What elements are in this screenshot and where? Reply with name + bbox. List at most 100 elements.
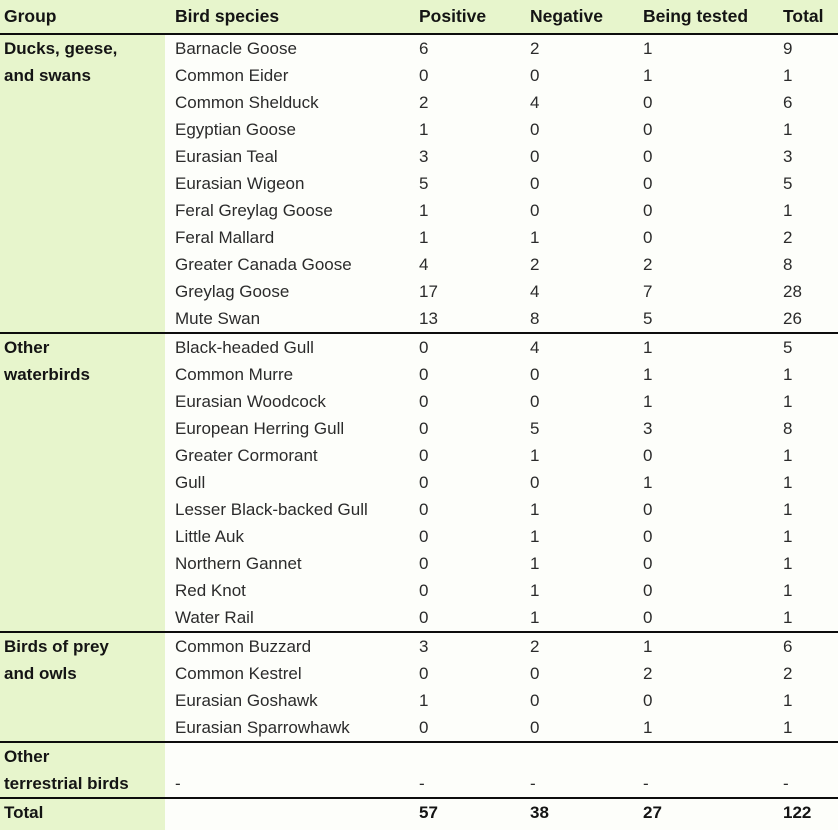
species-cell: Greater Cormorant <box>175 446 318 465</box>
total-cell: 1 <box>783 365 793 384</box>
column-header-negative: Negative <box>530 0 643 35</box>
being-tested-cell: 0 <box>643 147 653 166</box>
species-cell: Little Auk <box>175 527 244 546</box>
table-row: Other waterbirds Black-headed Gull 0 4 1 5 <box>0 332 838 632</box>
being-tested-cell: 0 <box>643 500 653 519</box>
total-cell: 1 <box>783 554 793 573</box>
column-header-total: Total <box>783 0 838 35</box>
being-tested-cell: 0 <box>643 446 653 465</box>
species-cell: Eurasian Teal <box>175 147 278 166</box>
species-cell: Greylag Goose <box>175 282 290 301</box>
table-row: Feral Mallard 1 1 0 2 <box>0 224 838 251</box>
positive-cell: 0 <box>419 66 429 85</box>
table-row: Egyptian Goose 1 0 0 1 <box>0 116 838 143</box>
species-cell: Eurasian Wigeon <box>175 174 305 193</box>
table-row: Red Knot 0 1 0 1 <box>0 577 838 604</box>
species-cell: Gull <box>175 473 206 492</box>
total-cell: 8 <box>783 255 793 274</box>
being-tested-cell: 1 <box>643 718 653 737</box>
being-tested-cell: 1 <box>643 392 653 411</box>
species-cell: Feral Mallard <box>175 228 275 247</box>
being-tested-cell: 1 <box>643 365 653 384</box>
total-species-cell <box>165 797 419 830</box>
negative-cell: 0 <box>530 365 540 384</box>
positive-cell: 0 <box>419 419 429 438</box>
positive-cell: 6 <box>419 33 530 62</box>
total-cell: - <box>783 741 838 798</box>
being-tested-cell: 1 <box>643 631 783 660</box>
negative-cell: 1 <box>530 554 540 573</box>
species-cell: Eurasian Woodcock <box>175 392 326 411</box>
positive-cell: 0 <box>419 718 429 737</box>
species-cell: Greater Canada Goose <box>175 255 352 274</box>
positive-cell: 0 <box>419 664 429 683</box>
total-cell: 1 <box>783 201 793 220</box>
column-header-being-tested: Being tested <box>643 0 783 35</box>
being-tested-cell: 1 <box>643 66 653 85</box>
table-row: Feral Greylag Goose 1 0 0 1 <box>0 197 838 224</box>
negative-cell: 0 <box>530 120 540 139</box>
table-row: Eurasian Goshawk 1 0 0 1 <box>0 687 838 714</box>
table-row: Mute Swan 13 8 5 26 <box>0 305 838 333</box>
being-tested-cell: 0 <box>643 608 653 627</box>
table-row: Birds of prey and owls Common Buzzard 3 2 1 6 <box>0 631 838 742</box>
positive-cell: 17 <box>419 282 438 301</box>
table-row: Greylag Goose 17 4 7 28 <box>0 278 838 305</box>
total-cell: 6 <box>783 631 838 660</box>
positive-cell: 1 <box>419 228 429 247</box>
column-header-bird-species: Bird species <box>165 0 419 35</box>
being-tested-cell: 0 <box>643 201 653 220</box>
negative-cell: 1 <box>530 581 540 600</box>
table-row: Eurasian Wigeon 5 0 0 5 <box>0 170 838 197</box>
positive-cell: 0 <box>419 332 530 361</box>
total-cell: 1 <box>783 527 793 546</box>
species-cell: Common Shelduck <box>175 93 319 112</box>
species-cell: Black-headed Gull <box>165 332 419 361</box>
positive-cell: 0 <box>419 608 429 627</box>
species-cell: Water Rail <box>175 608 254 627</box>
table-row: Ducks, geese, and swans Barnacle Goose 6 2 1… <box>0 33 838 333</box>
total-cell: 1 <box>783 500 793 519</box>
species-cell: Common Eider <box>175 66 289 85</box>
positive-cell: 0 <box>419 392 429 411</box>
column-header-positive: Positive <box>419 0 530 35</box>
table-row: Northern Gannet 0 1 0 1 <box>0 550 838 577</box>
total-cell: 1 <box>783 608 793 627</box>
being-tested-cell: 0 <box>643 691 653 710</box>
negative-cell: - <box>530 741 643 798</box>
positive-cell: 0 <box>419 554 429 573</box>
negative-cell: 0 <box>530 691 540 710</box>
negative-cell: 5 <box>530 419 540 438</box>
species-cell: European Herring Gull <box>175 419 345 438</box>
negative-cell: 0 <box>530 66 540 85</box>
positive-cell: 0 <box>419 500 429 519</box>
negative-cell: 2 <box>530 255 540 274</box>
being-tested-cell: 1 <box>643 473 653 492</box>
negative-cell: 1 <box>530 608 540 627</box>
total-cell: 26 <box>783 309 802 328</box>
positive-cell: 1 <box>419 120 429 139</box>
species-cell: - <box>165 741 419 798</box>
species-cell: Common Buzzard <box>165 631 419 660</box>
table-row: Eurasian Sparrowhawk 0 0 1 1 <box>0 714 838 742</box>
positive-cell: 2 <box>419 93 429 112</box>
table-row: Common Kestrel 0 0 2 2 <box>0 660 838 687</box>
negative-cell: 0 <box>530 664 540 683</box>
total-cell: 1 <box>783 120 793 139</box>
positive-cell: 1 <box>419 691 429 710</box>
positive-cell: 1 <box>419 201 429 220</box>
positive-cell: 0 <box>419 581 429 600</box>
table-row: Other terrestrial birds - - - - - <box>0 741 838 798</box>
group-label-cell: Ducks, geese, and swans <box>0 33 165 333</box>
table-row: Greater Cormorant 0 1 0 1 <box>0 442 838 469</box>
total-cell: 5 <box>783 174 793 193</box>
group-label-cell: Other waterbirds <box>0 332 165 632</box>
being-tested-cell: 1 <box>643 33 783 62</box>
total-cell: 8 <box>783 419 793 438</box>
total-cell: 3 <box>783 147 793 166</box>
total-cell: 1 <box>783 473 793 492</box>
total-row: Total 57 38 27 122 <box>0 797 838 830</box>
negative-cell: 8 <box>530 309 540 328</box>
positive-cell: - <box>419 741 530 798</box>
species-cell: Common Murre <box>175 365 294 384</box>
